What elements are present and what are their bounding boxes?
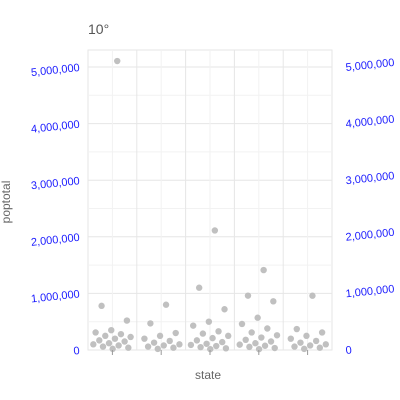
y-tick-label-right: 4,000,000 — [345, 114, 395, 131]
y-tick-label-right: 5,000,000 — [345, 57, 395, 74]
data-point — [238, 320, 246, 328]
y-tick-label-right: 2,000,000 — [345, 227, 395, 244]
data-point — [219, 338, 226, 346]
data-point — [197, 343, 204, 351]
data-point — [117, 330, 125, 338]
data-point — [147, 320, 154, 327]
data-point — [255, 345, 263, 353]
data-point — [90, 341, 97, 348]
data-point — [267, 338, 275, 345]
data-point — [306, 342, 314, 349]
data-point — [248, 329, 255, 336]
data-point — [211, 227, 219, 234]
data-point — [242, 336, 249, 344]
data-point — [273, 332, 281, 339]
data-point — [115, 342, 122, 349]
data-point — [246, 343, 253, 351]
data-point — [316, 344, 324, 351]
data-point — [244, 292, 252, 299]
points-layer — [90, 57, 330, 353]
data-point — [312, 337, 320, 345]
data-point — [98, 302, 105, 310]
y-tick-label-right: 3,000,000 — [345, 170, 395, 187]
data-point — [309, 292, 316, 299]
y-tick-label-left: 3,000,000 — [30, 175, 80, 192]
data-point — [108, 326, 115, 334]
data-point — [121, 338, 128, 345]
data-point — [199, 330, 207, 337]
data-point — [203, 340, 210, 347]
data-point — [258, 334, 265, 341]
data-point — [166, 337, 173, 345]
data-point — [215, 328, 222, 335]
data-point — [170, 344, 177, 351]
data-point — [160, 342, 167, 349]
data-point — [297, 339, 304, 346]
data-point — [264, 325, 271, 332]
data-point — [236, 341, 243, 348]
data-point — [271, 344, 278, 352]
y-tick-label-left: 1,000,000 — [30, 288, 80, 305]
data-point — [222, 345, 230, 352]
data-point — [287, 335, 295, 342]
data-point — [221, 306, 228, 313]
data-point — [123, 317, 131, 324]
x-axis-title: state — [195, 368, 221, 382]
data-point — [193, 337, 201, 344]
y-tick-label-right: 1,000,000 — [345, 283, 395, 300]
data-point — [114, 57, 121, 65]
data-point — [209, 334, 216, 342]
data-point — [252, 340, 259, 347]
data-point — [293, 325, 300, 333]
data-point — [144, 343, 152, 350]
data-point — [96, 337, 103, 344]
data-point — [172, 329, 179, 337]
data-point — [195, 284, 203, 291]
data-point — [254, 314, 261, 321]
data-point — [190, 322, 197, 329]
data-point — [270, 298, 277, 305]
data-point — [99, 343, 107, 350]
data-point — [225, 332, 232, 340]
data-point — [205, 318, 213, 325]
data-point — [102, 332, 109, 340]
data-point — [207, 345, 214, 353]
data-point — [92, 329, 99, 336]
data-point — [156, 332, 164, 340]
chart-title: 10° — [88, 21, 109, 37]
grid-layer — [87, 49, 333, 351]
y-tick-label-left: 5,000,000 — [30, 62, 80, 79]
axis-layer: 0 0 1,000,000 1,000,000 2,000,000 2,000,000 3,… — [30, 57, 395, 358]
y-axis-title: poptotal — [0, 181, 13, 224]
data-point — [318, 329, 326, 336]
data-point — [127, 333, 134, 341]
data-point — [105, 340, 113, 347]
y-tick-label-left: 0 — [73, 345, 80, 358]
data-point — [111, 335, 119, 342]
data-point — [141, 335, 148, 342]
data-point — [125, 344, 132, 351]
data-point — [187, 341, 195, 349]
y-tick-label-left: 2,000,000 — [30, 232, 80, 249]
y-tick-label-left: 4,000,000 — [30, 119, 80, 136]
data-point — [213, 342, 220, 350]
y-tick-label-right: 0 — [345, 344, 352, 357]
data-point — [109, 345, 116, 353]
data-point — [154, 345, 161, 353]
data-point — [261, 342, 269, 349]
data-point — [291, 343, 298, 350]
data-point — [162, 301, 170, 308]
data-point — [303, 332, 310, 340]
data-point — [260, 266, 267, 274]
data-point — [322, 341, 330, 348]
data-point — [300, 345, 308, 353]
data-point — [176, 341, 183, 348]
data-point — [150, 339, 158, 346]
